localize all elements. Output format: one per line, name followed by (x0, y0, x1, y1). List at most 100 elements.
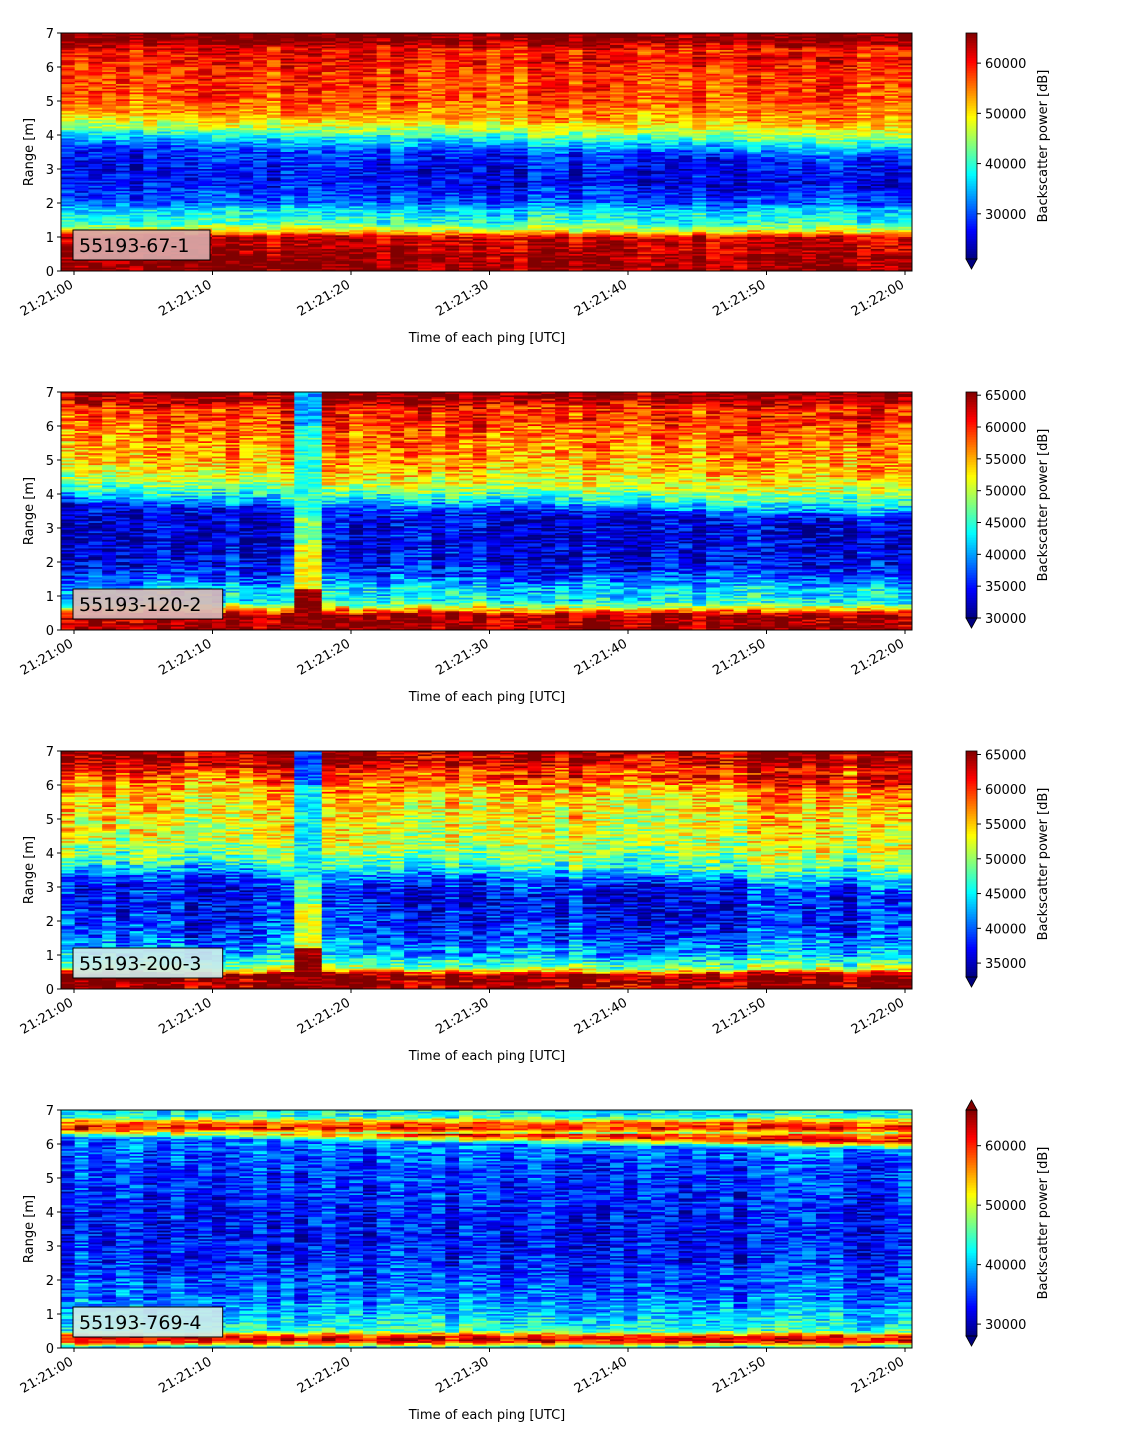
heatmap-cell (88, 203, 103, 206)
heatmap-cell (115, 152, 131, 155)
heatmap-cell (253, 179, 268, 182)
heatmap-cell (157, 119, 172, 122)
heatmap-cell (225, 170, 241, 173)
heatmap-cell (500, 46, 515, 49)
heatmap-cell (198, 218, 213, 221)
heatmap-cell (239, 235, 254, 238)
heatmap-cell (198, 163, 213, 167)
heatmap-cell (431, 269, 446, 271)
heatmap-cell (500, 123, 515, 126)
heatmap-cell (417, 85, 433, 88)
heatmap-cell (376, 257, 392, 260)
heatmap-cell (376, 95, 392, 99)
heatmap-cell (445, 131, 460, 134)
heatmap-cell (225, 180, 241, 184)
heatmap-cell (308, 44, 323, 48)
heatmap-cell (335, 92, 350, 95)
heatmap-cell (253, 172, 268, 175)
heatmap-cell (308, 131, 323, 134)
heatmap-cell (88, 55, 103, 58)
heatmap-cell (115, 90, 131, 94)
heatmap-cell (376, 67, 392, 70)
heatmap-cell (198, 135, 213, 138)
heatmap-cell (239, 102, 254, 105)
heatmap-cell (486, 187, 501, 190)
heatmap-cell (431, 191, 446, 194)
heatmap-cell (184, 116, 199, 119)
heatmap-cell (500, 201, 515, 204)
heatmap-cell (321, 34, 337, 37)
heatmap-cell (225, 153, 241, 156)
heatmap-cell (486, 218, 501, 221)
heatmap-cell (198, 169, 213, 172)
heatmap-cell (335, 196, 350, 199)
heatmap-cell (266, 269, 282, 271)
heatmap-cell (225, 248, 241, 252)
heatmap-cell (157, 158, 172, 162)
heatmap-cell (362, 163, 378, 167)
heatmap-cell (102, 128, 117, 131)
heatmap-cell (211, 48, 227, 51)
heatmap-cell (500, 121, 515, 124)
heatmap-cell (239, 99, 254, 102)
heatmap-cell (198, 60, 213, 63)
heatmap-cell (280, 238, 295, 241)
heatmap-cell (459, 101, 474, 104)
heatmap-cell (349, 99, 364, 102)
heatmap-cell (308, 201, 323, 204)
heatmap-cell (294, 230, 309, 233)
heatmap-cell (170, 175, 186, 179)
heatmap-cell (500, 56, 515, 60)
heatmap-cell (115, 167, 131, 170)
heatmap-cell (527, 201, 543, 204)
heatmap-cell (362, 214, 378, 218)
heatmap-cell (376, 170, 392, 173)
heatmap-cell (417, 97, 433, 100)
heatmap-cell (129, 179, 144, 182)
heatmap-cell (390, 226, 405, 230)
heatmap-cell (362, 107, 378, 111)
heatmap-cell (102, 72, 117, 75)
heatmap-cell (390, 126, 405, 129)
heatmap-cell (362, 189, 378, 192)
heatmap-cell (459, 255, 474, 258)
heatmap-cell (445, 254, 460, 257)
heatmap-cell (115, 133, 131, 136)
heatmap-cell (335, 152, 350, 155)
heatmap-cell (431, 184, 446, 187)
heatmap-cell (362, 141, 378, 145)
heatmap-cell (157, 51, 172, 54)
heatmap-cell (115, 44, 131, 48)
heatmap-cell (513, 36, 529, 39)
heatmap-cell (513, 153, 529, 156)
heatmap-cell (253, 257, 268, 260)
heatmap-cell (211, 211, 227, 214)
heatmap-cell (431, 213, 446, 216)
heatmap-cell (239, 152, 254, 155)
heatmap-cell (321, 111, 337, 114)
heatmap-cell (225, 146, 241, 150)
heatmap-cell (390, 199, 405, 202)
heatmap-cell (239, 237, 254, 240)
heatmap-cell (143, 85, 158, 88)
heatmap-cell (404, 196, 419, 199)
heatmap-cell (376, 61, 392, 65)
heatmap-cell (88, 75, 103, 78)
heatmap-cell (404, 228, 419, 231)
heatmap-cell (88, 155, 103, 158)
heatmap-cell (253, 165, 268, 168)
heatmap-cell (417, 136, 433, 139)
heatmap-cell (417, 84, 433, 87)
heatmap-cell (184, 43, 199, 46)
heatmap-cell (376, 75, 392, 78)
heatmap-cell (88, 143, 103, 146)
heatmap-cell (404, 231, 419, 235)
heatmap-cell (184, 269, 199, 271)
heatmap-cell (129, 218, 144, 221)
heatmap-cell (445, 99, 460, 102)
heatmap-cell (376, 165, 392, 168)
heatmap-cell (486, 92, 501, 95)
heatmap-cell (431, 211, 446, 214)
heatmap-cell (102, 92, 117, 95)
heatmap-cell (376, 51, 392, 54)
